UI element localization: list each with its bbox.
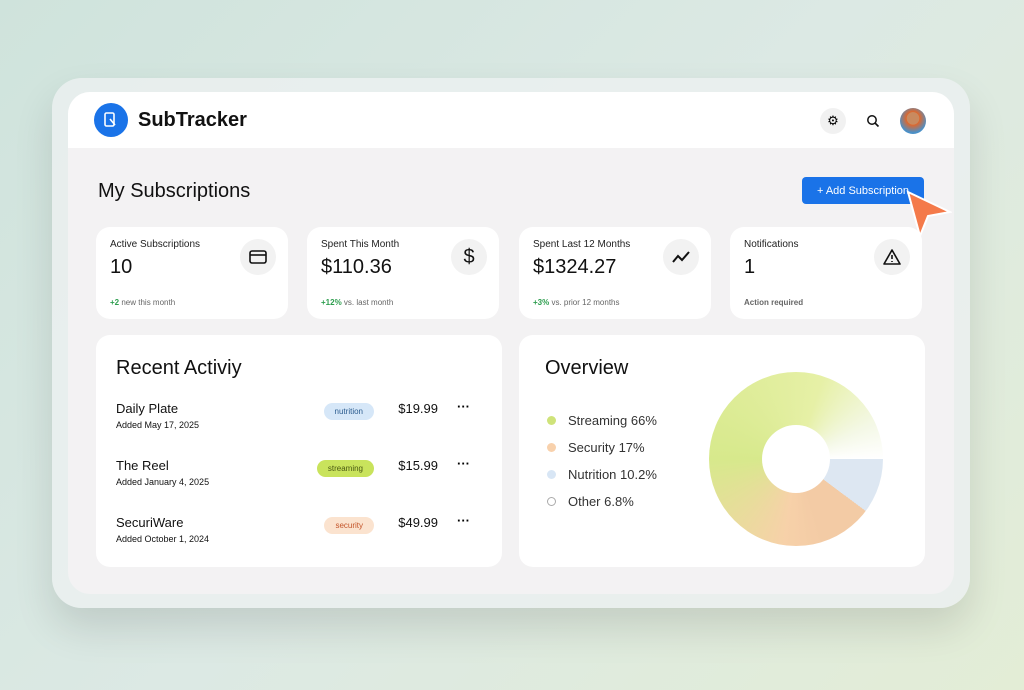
stat-note: vs. last month bbox=[343, 298, 394, 307]
dollar-icon: $ bbox=[451, 239, 487, 275]
category-tag: security bbox=[324, 517, 374, 534]
legend-item: Other 6.8% bbox=[547, 494, 634, 509]
cursor-pointer-icon bbox=[906, 190, 952, 240]
item-date: Added October 1, 2024 bbox=[116, 534, 210, 544]
stat-card-month: Spent This Month $110.36 +12% vs. last m… bbox=[307, 227, 499, 319]
stat-value: $1324.27 bbox=[533, 256, 617, 278]
list-item[interactable]: SecuriWare Added October 1, 2024 securit… bbox=[116, 513, 486, 549]
stat-card-active: Active Subscriptions 10 +2 new this mont… bbox=[96, 227, 288, 319]
stat-delta: +12% bbox=[321, 298, 342, 307]
category-tag: streaming bbox=[316, 460, 374, 477]
app-name: SubTracker bbox=[138, 108, 247, 131]
donut-chart bbox=[709, 372, 883, 546]
stat-note: new this month bbox=[121, 298, 176, 307]
item-price: $49.99 bbox=[398, 515, 438, 530]
more-options-icon[interactable]: ··· bbox=[457, 456, 470, 471]
avatar[interactable] bbox=[900, 108, 926, 134]
overview-card: Overview Streaming 66% Security 17% Nutr… bbox=[519, 335, 925, 567]
app-window: SubTracker ⚙ My Subscriptions + Add Subs… bbox=[68, 92, 954, 594]
recent-activity-title: Recent Activiy bbox=[116, 357, 242, 379]
stat-label: Active Subscriptions bbox=[110, 239, 201, 250]
item-name: Daily Plate bbox=[116, 401, 179, 416]
legend-item: Streaming 66% bbox=[547, 413, 657, 428]
stat-value: $110.36 bbox=[321, 256, 392, 278]
legend-item: Security 17% bbox=[547, 440, 645, 455]
legend-item: Nutrition 10.2% bbox=[547, 467, 657, 482]
action-required-link[interactable]: Action required bbox=[744, 298, 804, 307]
stat-label: Spent This Month bbox=[321, 239, 400, 250]
gear-icon[interactable]: ⚙ bbox=[820, 108, 846, 134]
page-title: My Subscriptions bbox=[98, 180, 251, 202]
more-options-icon[interactable]: ··· bbox=[457, 399, 470, 414]
stat-delta: +2 bbox=[110, 298, 120, 307]
stat-delta: +3% bbox=[533, 298, 550, 307]
overview-title: Overview bbox=[545, 357, 629, 379]
warning-icon bbox=[874, 239, 910, 275]
stat-note: vs. prior 12 months bbox=[551, 298, 620, 307]
stat-value: 10 bbox=[110, 256, 133, 278]
stat-label: Spent Last 12 Months bbox=[533, 239, 631, 250]
more-options-icon[interactable]: ··· bbox=[457, 513, 470, 528]
item-price: $15.99 bbox=[398, 458, 438, 473]
add-subscription-button[interactable]: + Add Subscription bbox=[802, 177, 924, 204]
stat-card-year: Spent Last 12 Months $1324.27 +3% vs. pr… bbox=[519, 227, 711, 319]
logo-icon bbox=[94, 103, 128, 137]
list-item[interactable]: The Reel Added January 4, 2025 streaming… bbox=[116, 456, 486, 492]
stat-value: 1 bbox=[744, 256, 756, 278]
stat-card-notifications: Notifications 1 Action required bbox=[730, 227, 922, 319]
item-date: Added May 17, 2025 bbox=[116, 420, 200, 430]
stat-label: Notifications bbox=[744, 239, 799, 250]
trend-icon bbox=[663, 239, 699, 275]
credit-card-icon bbox=[240, 239, 276, 275]
recent-activity-card: Recent Activiy Daily Plate Added May 17,… bbox=[96, 335, 502, 567]
item-name: The Reel bbox=[116, 458, 169, 473]
search-icon[interactable] bbox=[860, 108, 886, 134]
list-item[interactable]: Daily Plate Added May 17, 2025 nutrition… bbox=[116, 399, 486, 435]
item-date: Added January 4, 2025 bbox=[116, 477, 210, 487]
header: SubTracker ⚙ bbox=[68, 92, 954, 148]
item-name: SecuriWare bbox=[116, 515, 184, 530]
category-tag: nutrition bbox=[323, 403, 374, 420]
item-price: $19.99 bbox=[398, 401, 438, 416]
